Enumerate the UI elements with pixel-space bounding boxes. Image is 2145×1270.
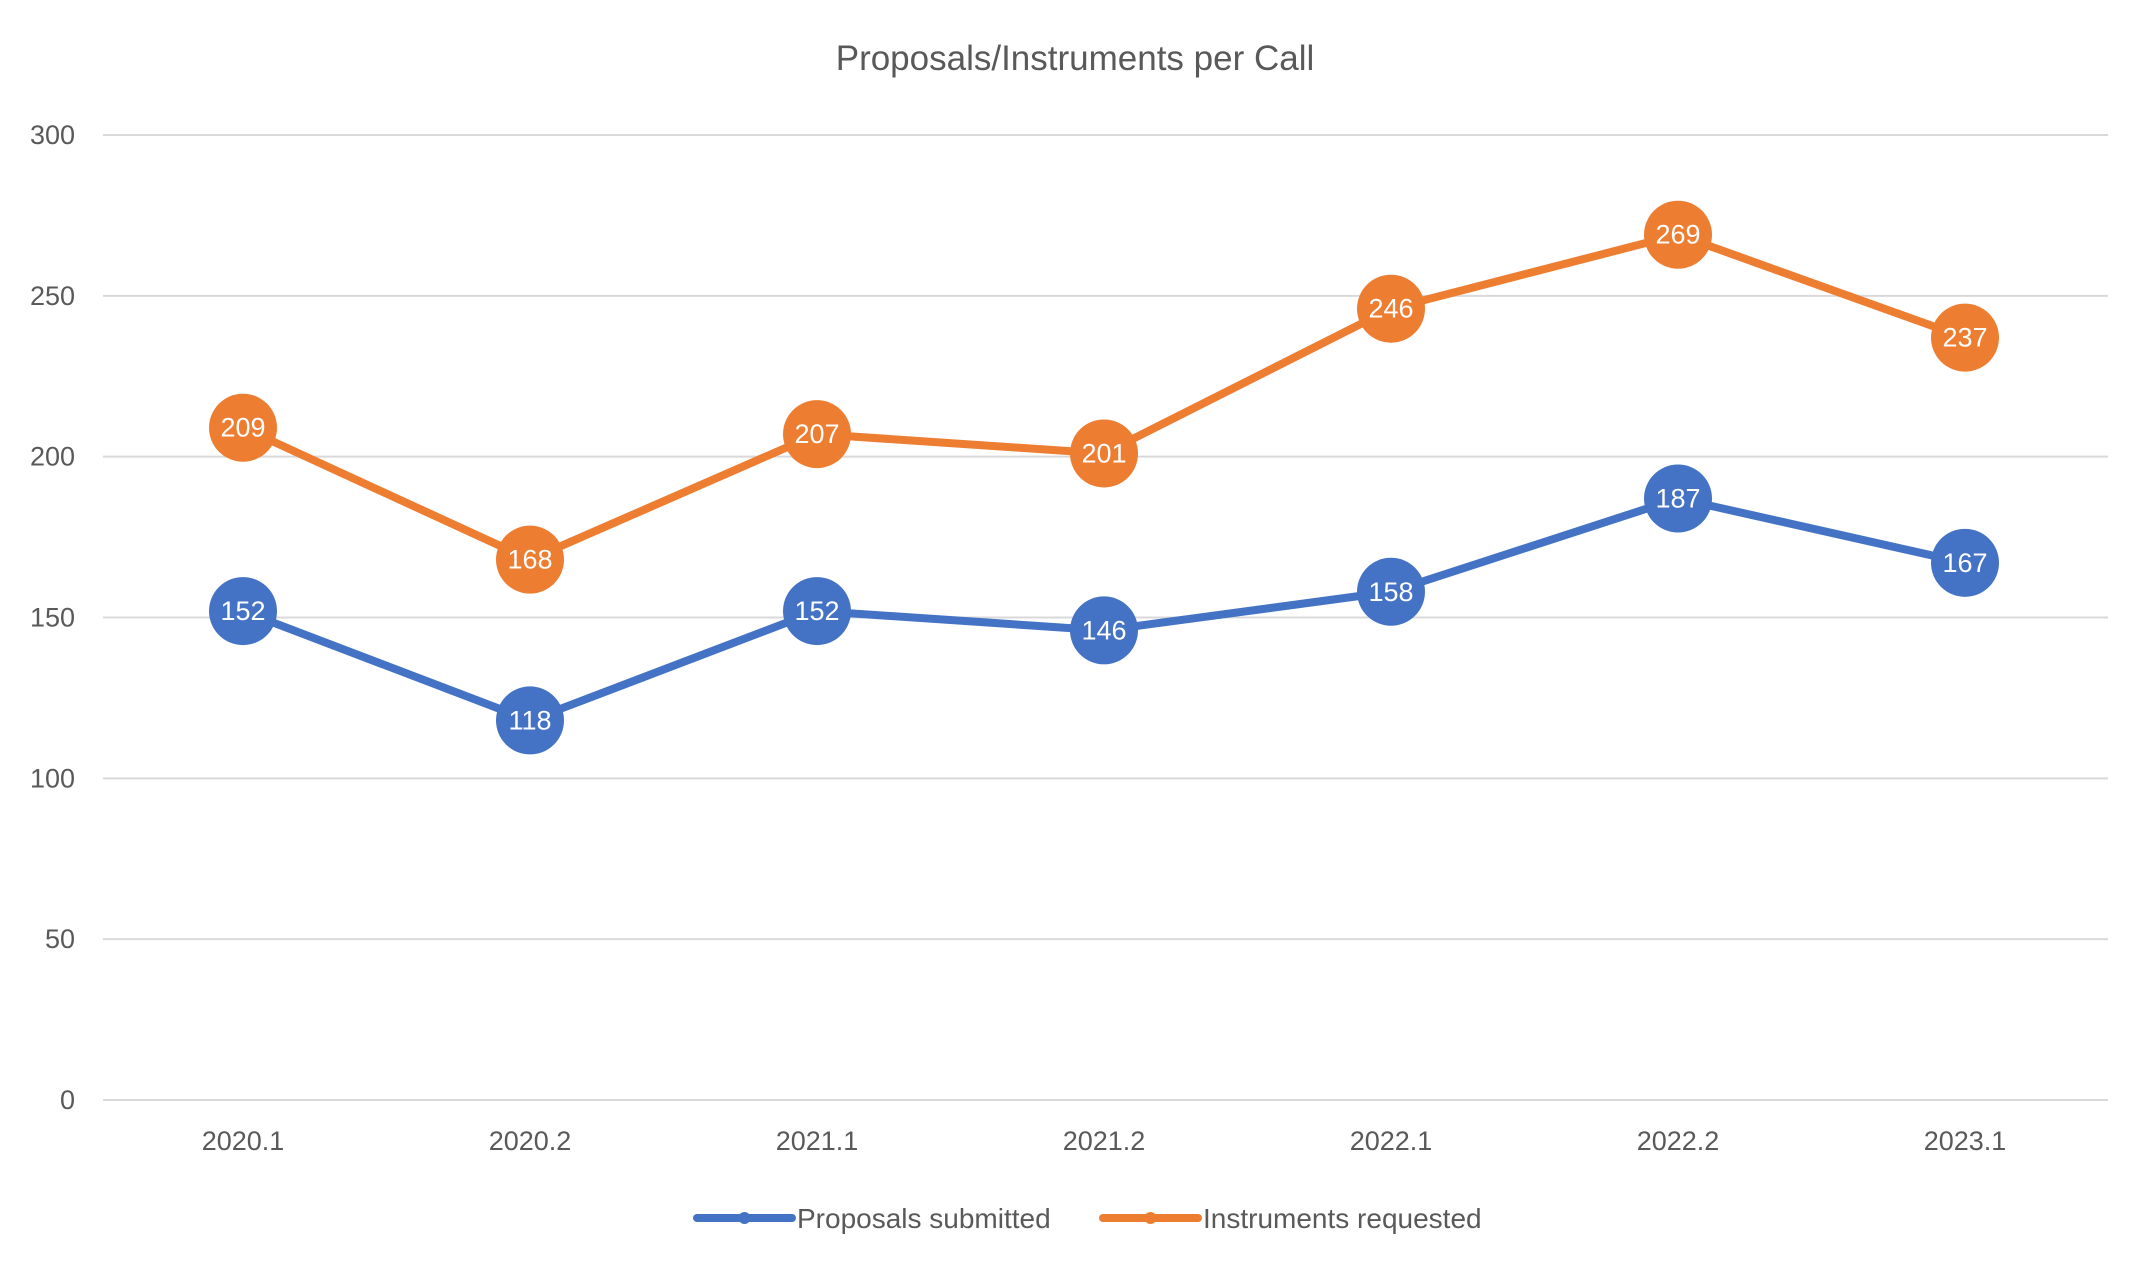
legend-item: Instruments requested <box>1099 1203 1482 1234</box>
data-point <box>1931 303 1999 372</box>
legend-marker <box>738 1212 751 1224</box>
y-tick-label: 150 <box>30 603 75 633</box>
data-point <box>1070 596 1138 665</box>
series-instruments-requested: 209 168 207 201 246 269 237 <box>209 200 1999 594</box>
x-tick-label: 2020.2 <box>489 1126 572 1156</box>
data-point <box>1357 557 1425 626</box>
legend-item: Proposals submitted <box>693 1203 1051 1234</box>
data-point <box>209 393 277 462</box>
data-label: 158 <box>1368 577 1413 607</box>
x-tick-label: 2021.1 <box>776 1126 859 1156</box>
data-label: 187 <box>1655 483 1700 513</box>
y-axis-ticks: 0 50 100 150 200 250 300 <box>30 120 75 1115</box>
data-point <box>209 577 277 646</box>
legend: Proposals submitted Instruments requested <box>693 1203 1482 1234</box>
data-point <box>1357 274 1425 343</box>
data-label: 237 <box>1942 323 1987 353</box>
x-tick-label: 2023.1 <box>1924 1126 2007 1156</box>
data-label: 168 <box>507 545 552 575</box>
legend-label: Proposals submitted <box>797 1203 1051 1234</box>
data-point <box>783 400 851 469</box>
data-label: 152 <box>794 596 839 626</box>
y-tick-label: 100 <box>30 763 75 793</box>
data-label: 152 <box>220 596 265 626</box>
data-point <box>1931 528 1999 597</box>
y-tick-label: 0 <box>60 1085 75 1115</box>
x-tick-label: 2022.1 <box>1350 1126 1433 1156</box>
y-tick-label: 50 <box>45 924 75 954</box>
series-proposals-submitted: 152 118 152 146 158 187 167 <box>209 464 1999 755</box>
data-label: 246 <box>1368 294 1413 324</box>
x-tick-label: 2022.2 <box>1637 1126 1720 1156</box>
series-layer: 1521181521461581871672091682072012462692… <box>209 200 1999 755</box>
data-point <box>783 577 851 646</box>
x-axis-ticks: 2020.1 2020.2 2021.1 2021.2 2022.1 2022.2 2023… <box>202 1126 2007 1156</box>
x-tick-label: 2020.1 <box>202 1126 285 1156</box>
data-point <box>496 686 564 755</box>
y-tick-label: 250 <box>30 281 75 311</box>
chart-title: Proposals/Instruments per Call <box>836 39 1315 78</box>
data-label: 167 <box>1942 548 1987 578</box>
legend-label: Instruments requested <box>1203 1203 1482 1234</box>
data-label: 118 <box>508 705 551 735</box>
data-label: 201 <box>1081 438 1126 468</box>
legend-marker <box>1144 1212 1157 1224</box>
data-point <box>1644 464 1712 533</box>
data-label: 209 <box>220 413 265 443</box>
data-point <box>1070 419 1138 488</box>
data-label: 146 <box>1081 615 1126 645</box>
y-tick-label: 300 <box>30 120 75 150</box>
data-label: 269 <box>1655 220 1700 250</box>
data-point <box>496 525 564 594</box>
data-label: 207 <box>794 419 839 449</box>
y-tick-label: 200 <box>30 442 75 472</box>
x-tick-label: 2021.2 <box>1063 1126 1146 1156</box>
data-point <box>1644 200 1712 269</box>
